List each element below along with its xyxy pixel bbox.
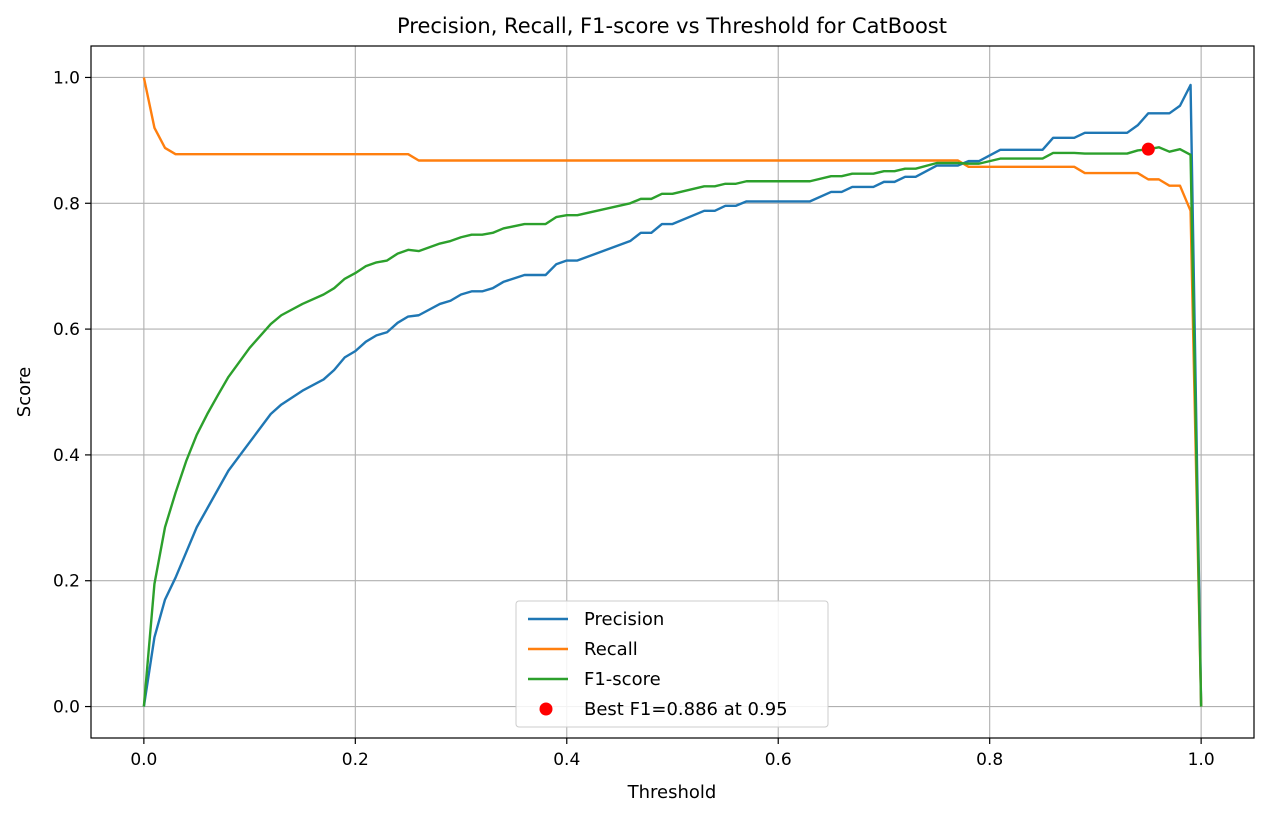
y-tick-label: 1.0 [53,68,80,88]
plot-frame [90,45,1255,739]
y-tick-label: 0.4 [53,446,80,466]
plot-series [142,77,1203,707]
x-axis-label: Threshold [627,782,717,803]
y-tick-label: 0.0 [53,698,80,718]
series-line-recall [142,77,1203,707]
y-tick-label: 0.6 [53,320,80,340]
x-tick-label: 1.0 [1188,750,1215,770]
y-axis-ticks: 0.0 0.2 0.4 0.6 0.8 1.0 [53,68,91,718]
legend-label: Best F1=0.886 at 0.95 [584,699,788,720]
x-tick-label: 0.4 [553,750,580,770]
series-line-f1-score [142,146,1203,707]
x-tick-label: 0.0 [130,750,157,770]
x-tick-label: 0.2 [342,750,369,770]
legend-label: F1-score [584,669,661,690]
y-tick-label: 0.2 [53,572,80,592]
legend-label: Precision [584,609,664,630]
x-axis-ticks: 0.0 0.2 0.4 0.6 0.8 1.0 [130,738,1215,770]
legend: Precision Recall F1-score Best F1=0.886 at … [515,600,829,728]
series-line-precision [142,83,1203,707]
y-axis-label: Score [14,367,35,417]
legend-label: Recall [584,639,638,660]
best-f1-point [1141,142,1155,156]
chart-title: Precision, Recall, F1-score vs Threshold… [397,14,947,38]
y-tick-label: 0.8 [53,194,80,214]
legend-marker [539,702,553,716]
x-tick-label: 0.6 [765,750,792,770]
legend-box [515,600,829,728]
x-tick-label: 0.8 [976,750,1003,770]
